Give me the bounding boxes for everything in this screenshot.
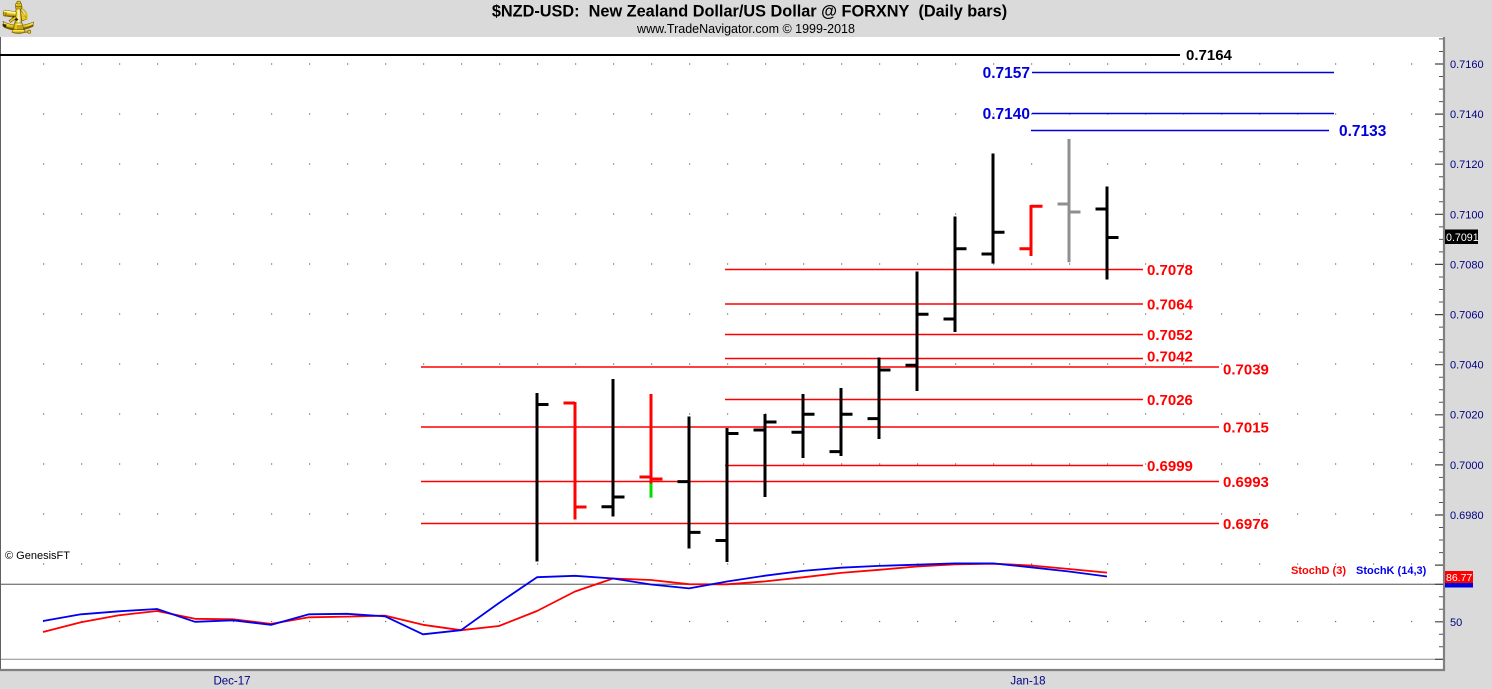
svg-text:86.77: 86.77 — [1446, 572, 1472, 584]
svg-text:0.7080: 0.7080 — [1450, 259, 1484, 271]
svg-text:StochK (14,3): StochK (14,3) — [1356, 565, 1427, 577]
svg-text:0.7120: 0.7120 — [1450, 159, 1484, 171]
svg-text:0.6999: 0.6999 — [1147, 458, 1193, 475]
svg-text:0.7000: 0.7000 — [1450, 460, 1484, 472]
svg-text:0.7060: 0.7060 — [1450, 310, 1484, 322]
svg-text:0.7026: 0.7026 — [1147, 392, 1193, 409]
svg-text:0.6976: 0.6976 — [1223, 516, 1269, 533]
svg-text:Dec-17: Dec-17 — [213, 676, 250, 688]
svg-text:0.7100: 0.7100 — [1450, 209, 1484, 221]
svg-text:0.6993: 0.6993 — [1223, 474, 1269, 491]
svg-text:0.7160: 0.7160 — [1450, 59, 1484, 71]
svg-text:0.7020: 0.7020 — [1450, 410, 1484, 422]
svg-text:0.7133: 0.7133 — [1339, 123, 1387, 140]
svg-text:0.7052: 0.7052 — [1147, 327, 1193, 344]
svg-text:0.7140: 0.7140 — [983, 106, 1030, 123]
svg-text:$NZD-USD: New Zealand Dollar/: $NZD-USD: New Zealand Dollar/US Dollar @… — [492, 3, 1007, 21]
svg-text:0.7040: 0.7040 — [1450, 360, 1484, 372]
svg-text:0.7157: 0.7157 — [983, 65, 1030, 82]
svg-text:© GenesisFT: © GenesisFT — [5, 550, 70, 562]
svg-text:0.7042: 0.7042 — [1147, 349, 1193, 366]
svg-text:0.7039: 0.7039 — [1223, 362, 1269, 379]
svg-text:0.7078: 0.7078 — [1147, 262, 1193, 279]
svg-text:0.6980: 0.6980 — [1450, 510, 1484, 522]
svg-text:0.7091: 0.7091 — [1446, 232, 1479, 244]
svg-text:www.TradeNavigator.com © 1999-: www.TradeNavigator.com © 1999-2018 — [636, 22, 855, 36]
svg-text:0.7015: 0.7015 — [1223, 420, 1269, 437]
svg-text:0.7140: 0.7140 — [1450, 109, 1484, 121]
svg-text:StochD (3): StochD (3) — [1291, 565, 1346, 577]
svg-text:0.7064: 0.7064 — [1147, 297, 1194, 314]
svg-text:50: 50 — [1450, 617, 1462, 629]
svg-text:0.7164: 0.7164 — [1186, 47, 1233, 64]
svg-text:Jan-18: Jan-18 — [1010, 676, 1045, 688]
